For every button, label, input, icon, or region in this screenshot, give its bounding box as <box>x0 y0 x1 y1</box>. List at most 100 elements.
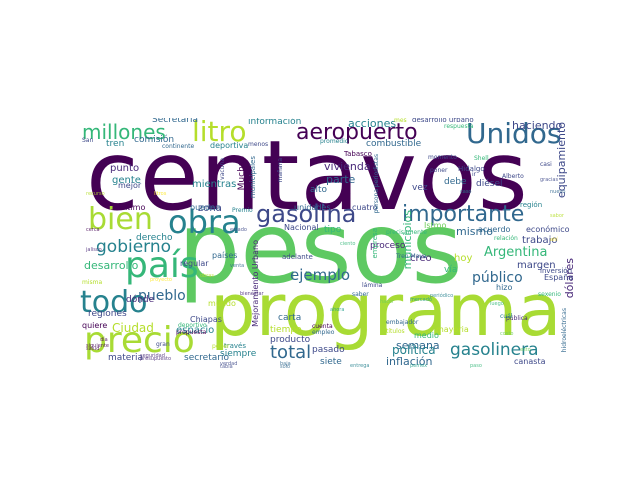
word-empleo: empleo <box>312 329 335 336</box>
word-obras: obras <box>200 273 214 279</box>
word-punto: punto <box>110 163 140 174</box>
word-region: región <box>520 201 543 209</box>
word-regular: regular <box>180 259 209 268</box>
word-producto: producto <box>270 335 311 345</box>
word-persona-periodistas: persona periodistas <box>373 154 380 214</box>
word-hidalgo: Hidalgo <box>458 165 485 173</box>
word-ciento: ciento <box>340 241 356 247</box>
word-comision: comisión <box>134 135 175 145</box>
word-cloud: centavos pesos programa precio país todo… <box>80 118 577 370</box>
word-municipales: municipales <box>249 156 257 199</box>
word-proyecto: proyecto <box>150 277 172 283</box>
word-publica: pública <box>506 315 528 322</box>
word-proceso: proceso <box>370 241 406 251</box>
word-vivienda: vivienda <box>324 160 371 173</box>
word-saber: saber <box>352 291 369 298</box>
word-acuerdo: acuerdo <box>478 225 511 234</box>
word-propuesta: propuesta <box>176 329 207 336</box>
word-litro: litro <box>192 118 247 148</box>
word-ultimo: último <box>120 203 146 212</box>
word-respuesta: respuesta <box>444 123 474 130</box>
word-diesel: diésel <box>476 179 503 189</box>
word-nacional: Nacional <box>284 223 319 232</box>
word-cerca: cerca <box>86 227 100 233</box>
word-mercado: mercado <box>410 297 432 303</box>
word-millones: millones <box>82 120 166 144</box>
word-canasta: canasta <box>514 357 546 366</box>
word-cual: cuál <box>500 313 513 320</box>
word-total: total <box>270 342 312 363</box>
word-casi: casi <box>540 161 552 168</box>
word-hacer: hacer <box>380 299 395 305</box>
word-gasolinera: gasolinera <box>450 340 539 360</box>
word-ir: ir <box>472 171 477 178</box>
word-misma: misma <box>82 279 103 286</box>
word-poder: poder <box>212 343 230 350</box>
word-mes: mes <box>394 118 407 124</box>
word-espana: España <box>544 273 574 282</box>
word-mundo: mundo <box>208 299 236 308</box>
word-medio: medio <box>414 331 439 340</box>
word-gasolina: gasolina <box>256 200 357 228</box>
word-entrega: entrega <box>350 363 370 369</box>
word-poner: poner <box>430 167 448 174</box>
word-aeropuerto: aeropuerto <box>296 120 418 145</box>
word-derecho: derecho <box>136 233 173 243</box>
word-momento: momento <box>428 154 457 161</box>
word-creo: creo <box>410 253 432 264</box>
word-importante: importante <box>402 202 525 227</box>
word-litros: litros <box>154 191 167 197</box>
word-shell: Shell <box>474 155 489 162</box>
word-trabajo: trabajo <box>522 235 558 246</box>
word-desarrollo-urbano: desarrollo urbano <box>412 118 474 124</box>
word-tren-maya: Tren Maya <box>396 253 427 260</box>
word-inflacion: inflación <box>386 355 433 368</box>
word-adelante: adelante <box>282 253 313 261</box>
word-tiempo: tiempo <box>270 325 302 335</box>
word-muchas: Muchas <box>237 156 247 191</box>
word-promedio: promedio <box>320 138 349 145</box>
word-zona: zona <box>198 203 222 214</box>
word-alberto: Alberto <box>502 173 524 180</box>
word-hizo: hizo <box>496 283 513 292</box>
word-siempre: siempre <box>220 349 257 359</box>
word-donde: dónde <box>126 295 155 305</box>
word-paso: paso <box>470 363 482 369</box>
word-ciudad: Ciudad <box>112 321 154 335</box>
word-desarrollo: desarrollo <box>84 259 139 272</box>
word-ejemplo: ejemplo <box>290 266 351 284</box>
word-gran: gran <box>156 341 170 348</box>
word-embajador: embajador <box>386 319 419 326</box>
word-mejor: mejor <box>118 181 142 190</box>
word-bien: bien <box>88 202 153 237</box>
word-paises: países <box>212 251 238 260</box>
word-acciones: acciones <box>348 118 397 130</box>
word-luego: luego <box>490 301 504 307</box>
word-venta: venta <box>230 263 245 269</box>
word-verdad: verdad <box>220 361 238 367</box>
word-estado: estado <box>230 227 247 233</box>
word-via: vía <box>444 265 458 275</box>
word-gente: gente <box>112 175 141 186</box>
word-pueblo: pueblo <box>138 288 186 304</box>
word-inversion: inversión <box>540 267 573 275</box>
word-semana: semana <box>396 339 440 352</box>
word-secretaria: Secretaría <box>152 118 198 125</box>
word-gracias: gracias <box>540 177 559 183</box>
word-politica: política <box>392 343 436 357</box>
word-debe: debe <box>444 177 467 187</box>
word-parte: parte <box>326 173 356 186</box>
word-periodico: periódico <box>430 293 454 299</box>
word-tren: tren <box>106 139 125 149</box>
word-economico: económico <box>526 225 570 234</box>
word-costo: costo <box>500 331 514 337</box>
word-ahi: ahí <box>550 237 558 243</box>
word-sabor: sabor <box>550 213 564 219</box>
word-caso: caso <box>460 189 472 195</box>
word-bienestar: bienestar <box>240 291 264 297</box>
word-lamina: lámina <box>362 282 383 289</box>
word-traves: través <box>224 342 247 350</box>
word-cuenta: cuenta <box>312 323 333 330</box>
word-materia: materia <box>108 353 144 363</box>
word-tabasco: Tabasco <box>344 150 372 158</box>
